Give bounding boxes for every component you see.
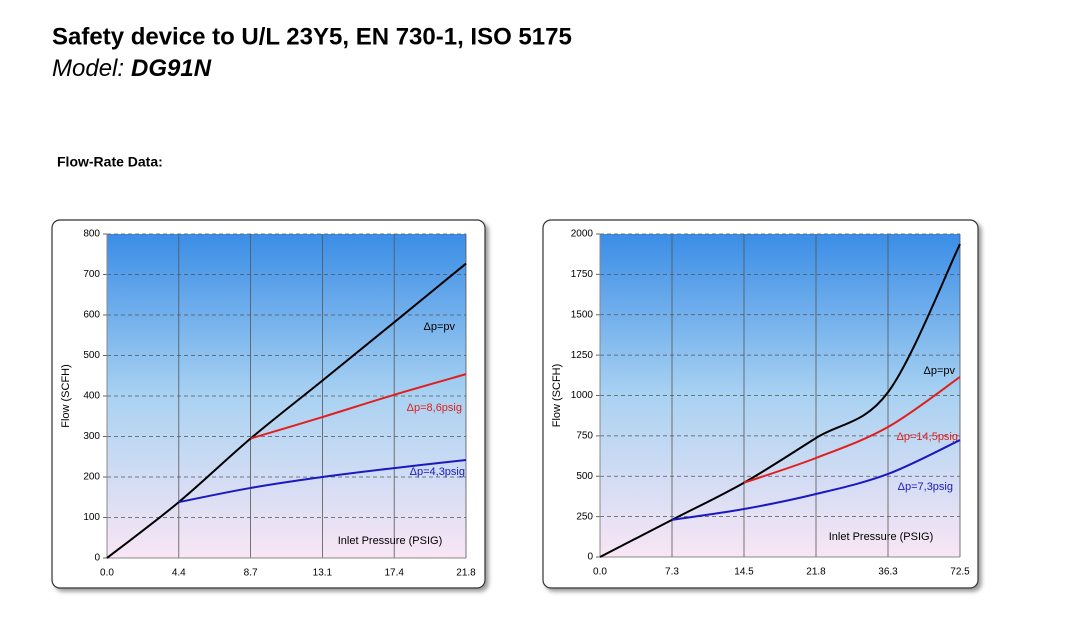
- x-tick-label: 21.8: [456, 568, 476, 579]
- series-line: [743, 376, 961, 484]
- series-label: Δp=8,6psig: [407, 402, 462, 414]
- y-tick-label: 800: [83, 229, 100, 240]
- y-tick-label: 500: [576, 471, 593, 482]
- y-tick-label: 400: [83, 391, 100, 402]
- series-label: Δp=4,3psig: [410, 466, 465, 478]
- series-line: [250, 373, 467, 440]
- x-axis-label: Inlet Pressure (PSIG): [338, 535, 443, 547]
- y-tick-label: 200: [83, 472, 100, 483]
- series-label: Δp=7,3psig: [898, 481, 953, 493]
- model: Model: DG91N: [52, 55, 212, 82]
- chart: 0 100 200 300 400 500 600 700 800 0.0 4.4 8.7 13.1 17…: [51, 219, 486, 589]
- series-line: [178, 458, 467, 504]
- x-tick-label: 13.1: [313, 568, 333, 579]
- section-label: Flow-Rate Data:: [57, 154, 163, 170]
- y-tick-label: 1500: [571, 309, 594, 320]
- series-line: [671, 439, 961, 521]
- title: Safety device to U/L 23Y5, EN 730-1, ISO…: [52, 23, 572, 50]
- series-line: [106, 262, 467, 559]
- y-tick-label: 2000: [571, 229, 594, 240]
- x-tick-label: 0.0: [593, 567, 607, 578]
- x-tick-label: 72.5: [950, 567, 970, 578]
- series-label: Δp=pv: [423, 321, 455, 333]
- model-name: DG91N: [131, 55, 212, 82]
- x-tick-label: 36.3: [878, 567, 898, 578]
- y-tick-label: 1250: [571, 350, 594, 361]
- y-tick-label: 100: [83, 512, 100, 523]
- y-tick-label: 600: [83, 310, 100, 321]
- x-tick-label: 8.7: [244, 568, 258, 579]
- y-tick-label: 700: [83, 269, 100, 280]
- y-tick-label: 0: [587, 552, 593, 563]
- series-line: [599, 243, 961, 558]
- y-tick-label: 750: [576, 431, 593, 442]
- y-axis-label: Flow (SCFH): [551, 364, 563, 428]
- y-axis-label: Flow (SCFH): [60, 364, 72, 428]
- y-tick-label: 1750: [571, 269, 594, 280]
- y-tick-label: 0: [94, 553, 100, 564]
- plot-area: [107, 234, 466, 558]
- x-tick-label: 17.4: [384, 568, 404, 579]
- y-tick-label: 500: [83, 350, 100, 361]
- x-tick-label: 7.3: [665, 567, 679, 578]
- y-tick-label: 1000: [571, 390, 594, 401]
- chart: 0 250 500 750 1000 1250 1500 1750 2000 0.0 7.3 14.5…: [542, 219, 979, 589]
- charts: 0 100 200 300 400 500 600 700 800 0.0 4.4 8.7 13.1 17…: [51, 219, 979, 589]
- x-tick-label: 14.5: [734, 567, 754, 578]
- series-label: Δp=pv: [923, 365, 955, 377]
- x-tick-label: 0.0: [100, 568, 114, 579]
- series-label: Δp=14,5psig: [897, 431, 958, 443]
- y-tick-label: 250: [576, 511, 593, 522]
- plot-area: [600, 234, 960, 557]
- x-tick-label: 21.8: [806, 567, 826, 578]
- x-axis-label: Inlet Pressure (PSIG): [829, 531, 934, 543]
- y-tick-label: 300: [83, 431, 100, 442]
- x-tick-label: 4.4: [172, 568, 186, 579]
- model-prefix: Model:: [52, 55, 124, 82]
